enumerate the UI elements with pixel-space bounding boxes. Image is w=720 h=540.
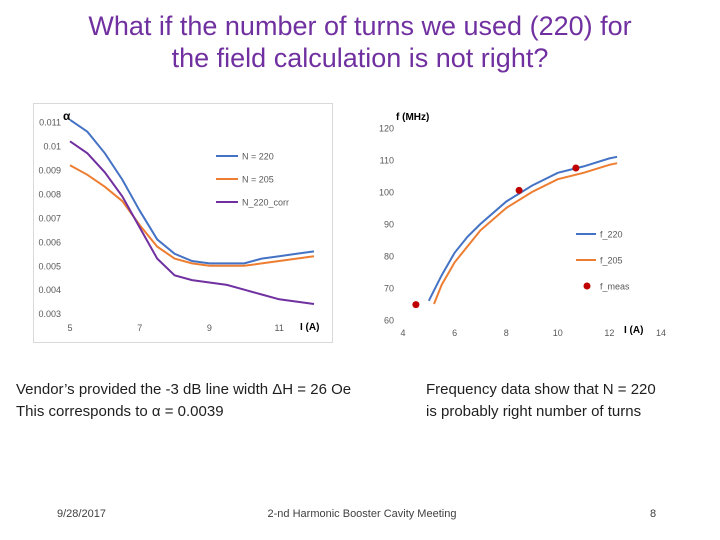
slide-title-line1: What if the number of turns we used (220…	[88, 11, 632, 41]
x-tick-label: 4	[400, 328, 405, 338]
y-tick-label: 0.007	[38, 213, 61, 223]
linewidth-note-line1: Vendor’s provided the -3 dB line width Δ…	[16, 381, 352, 398]
series-line-n-205	[69, 164, 315, 267]
x-axis-label: I (A)	[624, 325, 643, 336]
y-tick-label: 0.011	[39, 118, 61, 128]
y-tick-label: 0.009	[38, 166, 61, 176]
footer-date: 9/28/2017	[57, 508, 106, 520]
y-tick-label: 0.01	[43, 142, 61, 152]
x-tick-label: 8	[504, 328, 509, 338]
y-tick-label: 0.005	[38, 261, 61, 271]
data-point-f-meas	[412, 301, 420, 309]
series-line-n-220-corr	[69, 140, 315, 305]
y-tick-label: 120	[379, 124, 394, 134]
legend-label-n-220-corr: N_220_corr	[242, 198, 289, 208]
linewidth-note-line2: This corresponds to α = 0.0039	[16, 403, 224, 420]
x-tick-label: 14	[656, 328, 666, 338]
y-tick-label: 0.008	[38, 189, 61, 199]
slide-title-line2: the field calculation is not right?	[171, 43, 549, 73]
y-tick-label: 60	[384, 316, 394, 326]
legend-label-f-meas: f_meas	[600, 282, 630, 292]
frequency-note-line1: Frequency data show that N = 220	[426, 381, 656, 398]
legend-swatch-f-meas	[583, 282, 591, 290]
x-tick-label: 9	[207, 323, 212, 333]
y-axis-label: f (MHz)	[396, 112, 429, 123]
x-tick-label: 7	[137, 323, 142, 333]
y-tick-label: 0.003	[38, 309, 61, 319]
y-tick-label: 80	[384, 252, 394, 262]
y-tick-label: 0.006	[38, 237, 61, 247]
legend-label-f-220: f_220	[600, 230, 623, 240]
y-tick-label: 70	[384, 284, 394, 294]
series-line-f-220	[427, 155, 618, 302]
y-tick-label: 110	[380, 156, 394, 166]
alpha-vs-current-chart: 0.011 0.01 0.009 0.008 0.007 0.006 0.005 0.004 0…	[33, 103, 333, 343]
x-tick-label: 5	[67, 323, 72, 333]
y-axis-label: α	[63, 109, 71, 123]
frequency-note-line2: is probably right number of turns	[426, 403, 642, 420]
data-point-f-meas	[515, 186, 523, 194]
x-tick-label: 11	[274, 323, 283, 333]
series-line-f-205	[433, 162, 618, 305]
linewidth-note: Vendor’s provided the -3 dB line width Δ…	[16, 379, 416, 423]
x-tick-label: 12	[604, 328, 614, 338]
slide-title: What if the number of turns we used (220…	[40, 10, 680, 74]
series-line-n-220	[69, 118, 315, 265]
y-tick-label: 90	[384, 220, 394, 230]
chart-frame	[33, 103, 333, 343]
x-tick-label: 10	[553, 328, 563, 338]
legend-label-n-205: N = 205	[242, 175, 274, 185]
x-tick-label: 6	[452, 328, 457, 338]
frequency-note: Frequency data show that N = 220 is prob…	[426, 379, 716, 423]
frequency-vs-current-chart: 60 70 80 90 100 110 120 4 6 8 10 12 14 f (MHz) I (A) f_…	[368, 103, 680, 343]
x-axis-label: I (A)	[300, 322, 319, 333]
legend-label-n-220: N = 220	[242, 152, 274, 162]
legend-label-f-205: f_205	[600, 256, 623, 266]
footer-meeting: 2-nd Harmonic Booster Cavity Meeting	[267, 508, 457, 520]
y-tick-label: 100	[379, 188, 394, 198]
y-tick-label: 0.004	[38, 285, 61, 295]
data-point-f-meas	[572, 164, 580, 172]
chart-frame	[368, 103, 680, 343]
footer-page-number: 8	[650, 508, 657, 520]
